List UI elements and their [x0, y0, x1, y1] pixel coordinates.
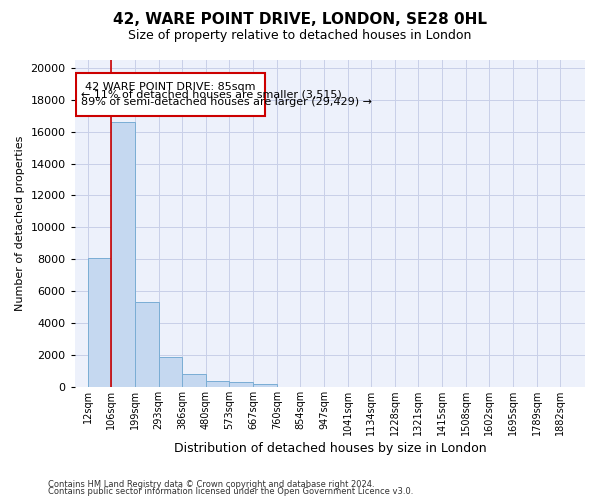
- Text: Contains HM Land Registry data © Crown copyright and database right 2024.: Contains HM Land Registry data © Crown c…: [48, 480, 374, 489]
- Bar: [182, 374, 206, 387]
- Y-axis label: Number of detached properties: Number of detached properties: [15, 136, 25, 311]
- Text: 42 WARE POINT DRIVE: 85sqm: 42 WARE POINT DRIVE: 85sqm: [85, 82, 256, 92]
- Bar: [206, 381, 229, 387]
- Text: ← 11% of detached houses are smaller (3,515): ← 11% of detached houses are smaller (3,…: [81, 90, 342, 100]
- FancyBboxPatch shape: [76, 73, 265, 116]
- Text: 42, WARE POINT DRIVE, LONDON, SE28 0HL: 42, WARE POINT DRIVE, LONDON, SE28 0HL: [113, 12, 487, 28]
- Bar: [158, 358, 182, 387]
- Text: 89% of semi-detached houses are larger (29,429) →: 89% of semi-detached houses are larger (…: [81, 96, 372, 106]
- Bar: [253, 384, 277, 387]
- Bar: [229, 382, 253, 387]
- Bar: [88, 258, 112, 387]
- Text: Size of property relative to detached houses in London: Size of property relative to detached ho…: [128, 29, 472, 42]
- X-axis label: Distribution of detached houses by size in London: Distribution of detached houses by size …: [173, 442, 486, 455]
- Bar: [135, 302, 158, 387]
- Bar: [112, 122, 135, 387]
- Text: Contains public sector information licensed under the Open Government Licence v3: Contains public sector information licen…: [48, 488, 413, 496]
